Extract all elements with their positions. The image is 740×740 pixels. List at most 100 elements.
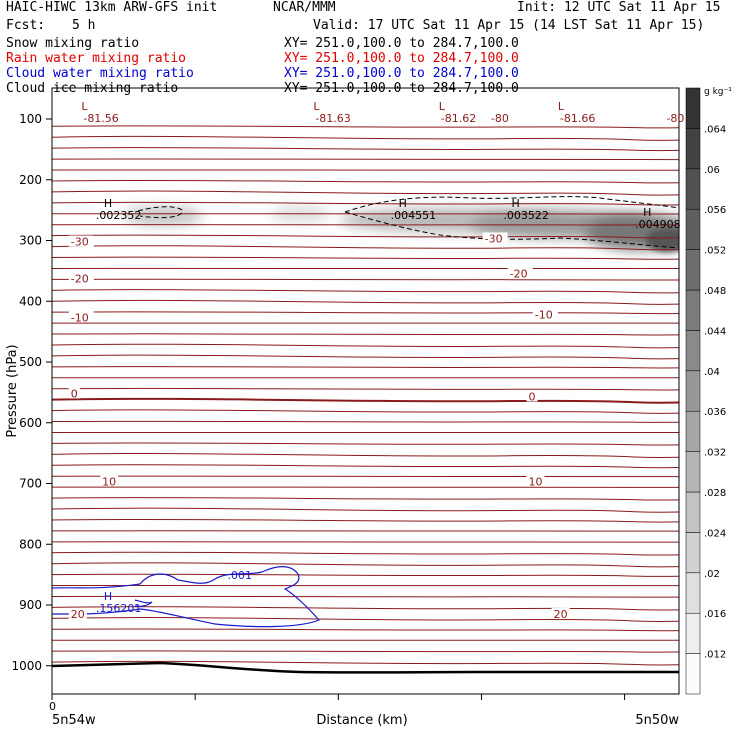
- temperature-label: -30: [485, 233, 503, 246]
- header-title: HAIC-HIWC 13km ARW-GFS init: [6, 0, 218, 15]
- temperature-label: -20: [510, 268, 528, 281]
- x-zero-tick: 0: [49, 700, 56, 713]
- x-axis-label: Distance (km): [316, 713, 407, 728]
- temperature-contour: [52, 190, 679, 196]
- max-value-label: .004908: [635, 218, 681, 231]
- temperature-contour: [52, 595, 679, 598]
- temperature-label: 0: [529, 390, 536, 403]
- y-tick-label: 200: [19, 173, 42, 187]
- colorbar-tick-label: .036: [704, 407, 726, 418]
- colorbar-tick-label: .044: [704, 326, 726, 337]
- colorbar-swatch: [685, 612, 701, 654]
- temperature-label: 20: [71, 608, 85, 621]
- temperature-contour: [52, 420, 679, 423]
- y-tick-label: 800: [19, 537, 42, 551]
- low-value-label: -81.56: [83, 112, 118, 125]
- temperature-contour: [52, 245, 679, 251]
- low-value-label: -81.66: [560, 112, 595, 125]
- contour-label-bg: [100, 475, 119, 487]
- colorbar-tick-label: .064: [704, 124, 726, 135]
- contour-label-bg: [526, 390, 538, 402]
- temperature-contour: [52, 135, 679, 141]
- temperature-contour: [52, 518, 679, 523]
- y-tick-label: 900: [19, 598, 42, 612]
- temperature-contour: [52, 387, 679, 391]
- temperature-contour: [52, 617, 679, 623]
- temperature-contour: [52, 442, 679, 446]
- cloud-water-contour: [134, 599, 153, 607]
- y-tick-label: 600: [19, 416, 42, 430]
- colorbar-unit: g kg⁻¹: [704, 87, 732, 97]
- colorbar-tick-label: .016: [704, 609, 726, 620]
- temperature-label: 10: [102, 476, 116, 489]
- cloud-ice-contour: [137, 206, 183, 219]
- terrain-surface-line: [51, 661, 679, 674]
- colorbar-tick-label: .052: [704, 246, 726, 257]
- temperature-contour: [52, 299, 679, 305]
- colorbar-swatch: [685, 168, 701, 210]
- colorbar-swatch: [685, 249, 701, 291]
- temperature-label: -30: [71, 236, 89, 249]
- low-value-label: -80: [491, 112, 509, 125]
- field-cloudwater-xy: XY= 251.0,100.0 to 284.7,100.0: [284, 66, 519, 81]
- low-marker: L: [439, 100, 446, 113]
- shade-blob: [646, 228, 679, 252]
- temperature-contour: [52, 278, 679, 281]
- colorbar-swatch: [685, 572, 701, 614]
- max-value-label: .002352: [96, 209, 142, 222]
- colorbar-swatch: [685, 330, 701, 372]
- plot-frame: [51, 87, 680, 695]
- shade-blob: [123, 206, 203, 226]
- low-marker: L: [313, 100, 320, 113]
- high-marker: H: [511, 197, 519, 210]
- temperature-contour: [52, 366, 679, 369]
- temperature-contour: [52, 147, 679, 152]
- low-value-label: -81.63: [315, 112, 350, 125]
- colorbar-swatch: [685, 451, 701, 493]
- high-marker: H: [104, 590, 112, 603]
- contour-label-bg: [532, 308, 558, 320]
- temperature-contour: [52, 497, 679, 501]
- colorbar-tick-label: .028: [704, 488, 726, 499]
- temperature-label: -20: [71, 273, 89, 286]
- header-valid: Valid: 17 UTC Sat 11 Apr 15 (14 LST Sat …: [313, 18, 705, 33]
- header-fcst-value: 5 h: [72, 18, 96, 33]
- temperature-contour: [52, 628, 679, 632]
- colorbar-tick-label: .06: [704, 165, 720, 176]
- field-cloudwater-name: Cloud water mixing ratio: [6, 66, 194, 81]
- temperature-contour: [52, 343, 679, 349]
- low-value-label: -81.62: [441, 112, 476, 125]
- temperature-label: 20: [554, 608, 568, 621]
- cloud-water-contour: [51, 566, 321, 628]
- colorbar-swatch: [685, 410, 701, 452]
- y-tick-label: 400: [19, 294, 42, 308]
- temperature-contour: [52, 397, 679, 404]
- y-axis-label: Pressure (hPa): [5, 344, 20, 437]
- colorbar: .012 .016 .02 .024 .028 .032 .036 .04 .044 .048 .0…: [685, 87, 726, 695]
- colorbar-tick-label: .048: [704, 286, 726, 297]
- header-fcst-label: Fcst:: [6, 18, 46, 33]
- contour-label-bg: [68, 387, 80, 399]
- temperature-contour: [52, 158, 679, 161]
- colorbar-tick-label: .056: [704, 205, 726, 216]
- cloud-water-label: .001: [228, 569, 253, 582]
- colorbar-tick-label: .032: [704, 448, 726, 459]
- colorbar-swatch: [685, 532, 701, 574]
- temperature-contour: [52, 464, 679, 469]
- colorbar-swatch: [685, 370, 701, 412]
- colorbar-swatch: [685, 289, 701, 331]
- max-value-label: .156201: [96, 602, 142, 615]
- temperature-contour: [52, 650, 679, 653]
- field-snow-xy: XY= 251.0,100.0 to 284.7,100.0: [284, 36, 519, 51]
- y-tick-label: 700: [19, 477, 42, 491]
- y-tick-label: 500: [19, 355, 42, 369]
- y-tick-label: 1000: [11, 659, 42, 673]
- max-value-label: .003522: [503, 209, 549, 222]
- colorbar-swatch: [685, 208, 701, 250]
- contour-label-bg: [68, 272, 94, 284]
- temperature-label: 10: [529, 476, 543, 489]
- temperature-contour: [52, 453, 679, 459]
- contour-label-bg: [507, 267, 533, 279]
- contour-label-bg: [526, 475, 545, 487]
